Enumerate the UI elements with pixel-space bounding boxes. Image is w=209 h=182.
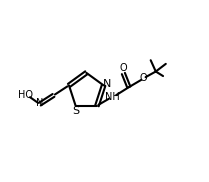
Text: N: N — [36, 98, 43, 108]
Text: N: N — [103, 79, 111, 89]
Text: S: S — [72, 106, 79, 116]
Text: O: O — [140, 73, 147, 83]
Text: HO: HO — [18, 90, 33, 100]
Text: NH: NH — [105, 92, 120, 102]
Text: O: O — [119, 63, 127, 73]
